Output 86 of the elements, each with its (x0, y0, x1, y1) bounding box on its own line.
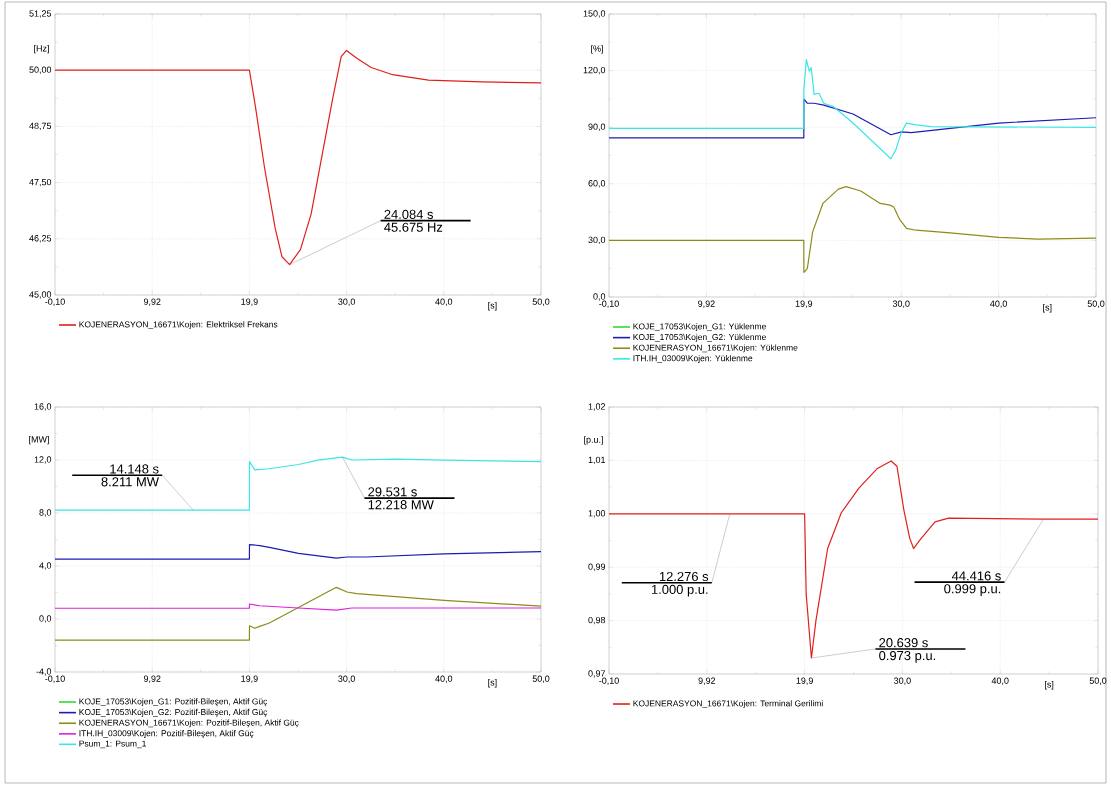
annotation: 14.148 s (110, 464, 159, 474)
y-axis-title: [p.u.] (584, 436, 603, 445)
line-series (608, 186, 1097, 273)
x-tick-label: 19,9 (241, 675, 258, 683)
y-tick-label: 120,0 (583, 66, 606, 75)
y-tick-label: 0,0 (39, 615, 52, 623)
y-tick-label: 4,0 (39, 562, 52, 570)
legend-label: ITH.IH_03009\Kojen: Pozitif-Bileşen, Aktif Güç (79, 730, 254, 738)
x-axis-title: [s] (488, 679, 497, 688)
y-tick-label: 60,0 (588, 180, 606, 188)
annotation: 24.084 s (384, 209, 434, 219)
x-tick-label: 30,0 (892, 300, 910, 308)
annotation: 44.416 s (951, 571, 1001, 581)
line-series (608, 59, 1097, 160)
x-tick-label: 30,0 (338, 675, 355, 683)
x-tick-label: 9,92 (143, 298, 161, 306)
x-tick-label: 50,0 (532, 675, 550, 683)
y-tick-label: -4,0 (36, 668, 52, 676)
legend-label: KOJE_17053\Kojen_G2: Yüklenme (633, 333, 766, 342)
y-tick-label: 1,00 (588, 510, 606, 518)
x-axis-title: [s] (488, 302, 497, 311)
y-tick-label: 16,0 (34, 403, 52, 411)
annotation: 0.999 p.u. (944, 584, 1001, 596)
x-tick-label: 50,0 (532, 298, 550, 306)
x-tick-label: 40,0 (991, 677, 1009, 685)
x-axis-title: [s] (1045, 681, 1054, 690)
legend-label: ITH.IH_03009\Kojen: Yüklenme (633, 355, 753, 363)
x-tick-label: -0,10 (45, 675, 65, 683)
y-tick-label: 1,02 (588, 403, 606, 411)
legend-label: KOJENERASYON_16671\Kojen: Pozitif-Bileşen, Aktif Güç (79, 719, 299, 728)
line-series (608, 98, 1097, 139)
y-tick-label: 90,0 (588, 123, 606, 131)
annotation: 45.675 Hz (384, 222, 443, 232)
annotation: 8.211 MW (101, 477, 159, 487)
x-tick-label: 19,9 (241, 298, 258, 306)
x-tick-label: -0,10 (45, 298, 65, 306)
x-tick-label: 50,0 (1087, 300, 1105, 308)
x-tick-label: 40,0 (435, 298, 453, 306)
x-tick-label: 9,92 (143, 675, 161, 683)
y-tick-label: 47,50 (29, 178, 52, 187)
annotation: 0.973 p.u. (879, 650, 936, 663)
legend-label: KOJENERASYON_16671\Kojen: Yüklenme (633, 344, 798, 353)
legend-label: KOJENERASYON_16671\Kojen: Terminal Gerilimi (633, 700, 823, 709)
y-tick-label: 45,00 (29, 291, 52, 299)
legend-label: KOJE_17053\Kojen_G1: Pozitif-Bileşen, Aktif Güç (79, 698, 268, 707)
y-tick-label: 46,25 (29, 235, 52, 243)
y-tick-label: 0,99 (588, 563, 606, 571)
line-series (54, 543, 542, 560)
legend-label: KOJE_17053\Kojen_G2: Pozitif-Bileşen, Aktif Güç (79, 708, 268, 717)
x-tick-label: 50,0 (1089, 677, 1107, 685)
y-tick-label: 48,75 (29, 122, 52, 131)
y-axis-title: [%] (591, 45, 603, 54)
y-tick-label: 1,01 (588, 456, 606, 465)
x-tick-label: 19,9 (795, 300, 813, 308)
annotation: 1.000 p.u. (651, 584, 708, 597)
y-tick-label: 0,97 (588, 670, 606, 678)
y-tick-label: 12,0 (34, 456, 52, 464)
annotation: 12.218 MW (368, 500, 434, 510)
x-tick-label: 40,0 (990, 300, 1007, 308)
y-axis-title: [MW] (29, 435, 49, 445)
y-tick-label: 30,0 (588, 236, 606, 245)
annotation: 12.276 s (659, 571, 709, 582)
y-tick-label: 50,00 (29, 66, 52, 74)
legend-label: KOJE_17053\Kojen_G1: Yüklenme (633, 323, 766, 332)
y-tick-label: 8,0 (39, 509, 52, 517)
x-tick-label: 40,0 (435, 675, 453, 683)
line-series (54, 49, 542, 266)
line-series (54, 603, 542, 611)
y-tick-label: 0,98 (588, 616, 606, 625)
y-tick-label: 51,25 (29, 10, 52, 18)
x-axis-title: [s] (1043, 304, 1052, 313)
x-tick-label: 30,0 (338, 298, 355, 306)
x-tick-label: 9,92 (698, 300, 715, 308)
x-tick-label: -0,10 (599, 300, 619, 308)
x-tick-label: 30,0 (894, 677, 911, 685)
legend-label: Psum_1: Psum_1 (79, 740, 146, 749)
x-tick-label: -0,10 (599, 677, 619, 685)
y-tick-label: 0,0 (593, 293, 606, 301)
legend-label: KOJENERASYON_16671\Kojen: Elektriksel Frekans (79, 321, 278, 330)
x-tick-label: 9,92 (698, 677, 716, 685)
x-tick-label: 19,9 (796, 677, 813, 685)
y-axis-title: [Hz] (34, 44, 49, 54)
line-series (54, 586, 542, 641)
y-tick-label: 150,0 (583, 10, 606, 18)
annotation: 20.639 s (879, 638, 928, 648)
annotation: 29.531 s (368, 487, 417, 497)
